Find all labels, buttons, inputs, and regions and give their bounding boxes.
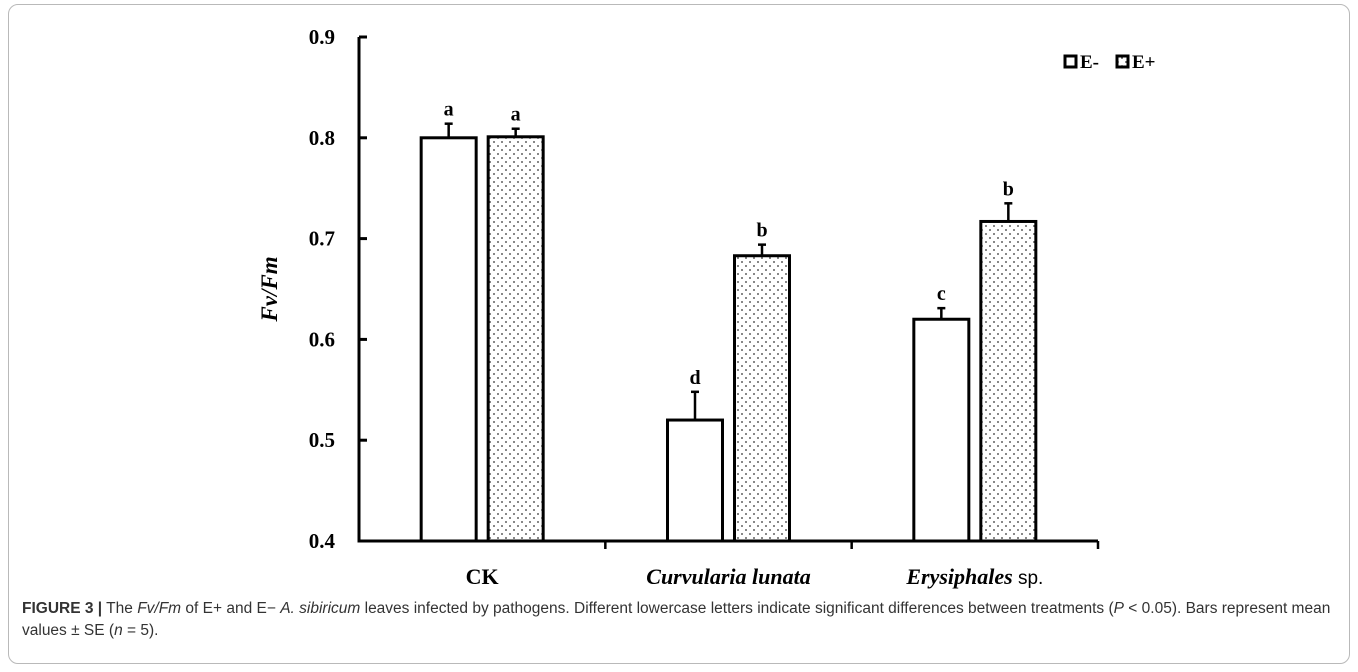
category-suffix: sp.: [1013, 568, 1044, 589]
bar-E--0: [419, 136, 478, 543]
bar-E+-0: [486, 135, 545, 543]
caption-part: < 0.05). Bars represent mean values ± SE…: [22, 600, 1331, 639]
bar-E+-2: [979, 219, 1038, 543]
y-tick-label: 0.5: [309, 428, 335, 452]
caption-part: n: [114, 622, 123, 639]
caption-part: Fv/Fm: [137, 600, 182, 617]
y-axis-label: Fv/Fm: [257, 256, 282, 322]
y-tick-label: 0.4: [309, 529, 336, 553]
bar-E--2: [912, 317, 971, 543]
bar-chart: 0.4 0.5 0.6 0.7 0.8 0.9 Fv/Fm a a CK d b Curvularia…: [257, 25, 1156, 589]
category-name: CK: [466, 564, 499, 589]
caption-part: The: [102, 600, 138, 617]
y-tick-label: 0.6: [309, 327, 335, 351]
significance-letter: b: [1003, 178, 1014, 200]
significance-letter: a: [511, 104, 521, 126]
x-category-label: CK: [466, 564, 499, 589]
y-tick-label: 0.7: [309, 227, 335, 251]
category-name: Erysiphales: [905, 564, 1012, 589]
figure-number: FIGURE 3 |: [22, 600, 103, 617]
significance-letter: b: [756, 220, 767, 242]
x-category-label: Erysiphales sp.: [905, 564, 1043, 589]
caption-part: = 5).: [122, 622, 159, 639]
significance-letter: c: [937, 283, 946, 305]
legend-label-E-: E-: [1080, 52, 1099, 73]
significance-letter: d: [689, 367, 700, 389]
y-tick-label: 0.9: [309, 25, 335, 49]
x-category-label: Curvularia lunata: [646, 564, 810, 589]
caption-part: of E+ and E−: [181, 600, 281, 617]
figure-frame: [8, 4, 1350, 664]
figure-caption: FIGURE 3 | The Fv/Fm of E+ and E− A. sib…: [22, 598, 1332, 642]
caption-part: P: [1113, 600, 1124, 617]
legend-swatch-E-: [1063, 54, 1078, 69]
y-tick-label: 0.8: [309, 126, 335, 150]
caption-text: The Fv/Fm of E+ and E− A. sibiricum leav…: [22, 600, 1330, 639]
caption-part: leaves infected by pathogens. Different …: [360, 600, 1114, 617]
legend-swatch-E+: [1115, 54, 1130, 69]
legend-label-E+: E+: [1132, 52, 1156, 73]
caption-part: A. sibiricum: [280, 600, 361, 617]
category-name: Curvularia lunata: [646, 564, 810, 589]
bar-E--1: [666, 418, 724, 543]
significance-letter: a: [444, 99, 454, 121]
bar-E+-1: [733, 254, 791, 543]
